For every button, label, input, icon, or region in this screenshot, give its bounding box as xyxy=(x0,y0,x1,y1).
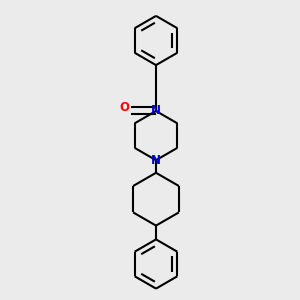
Text: N: N xyxy=(151,104,161,118)
Text: N: N xyxy=(151,154,161,167)
Text: O: O xyxy=(119,100,129,114)
